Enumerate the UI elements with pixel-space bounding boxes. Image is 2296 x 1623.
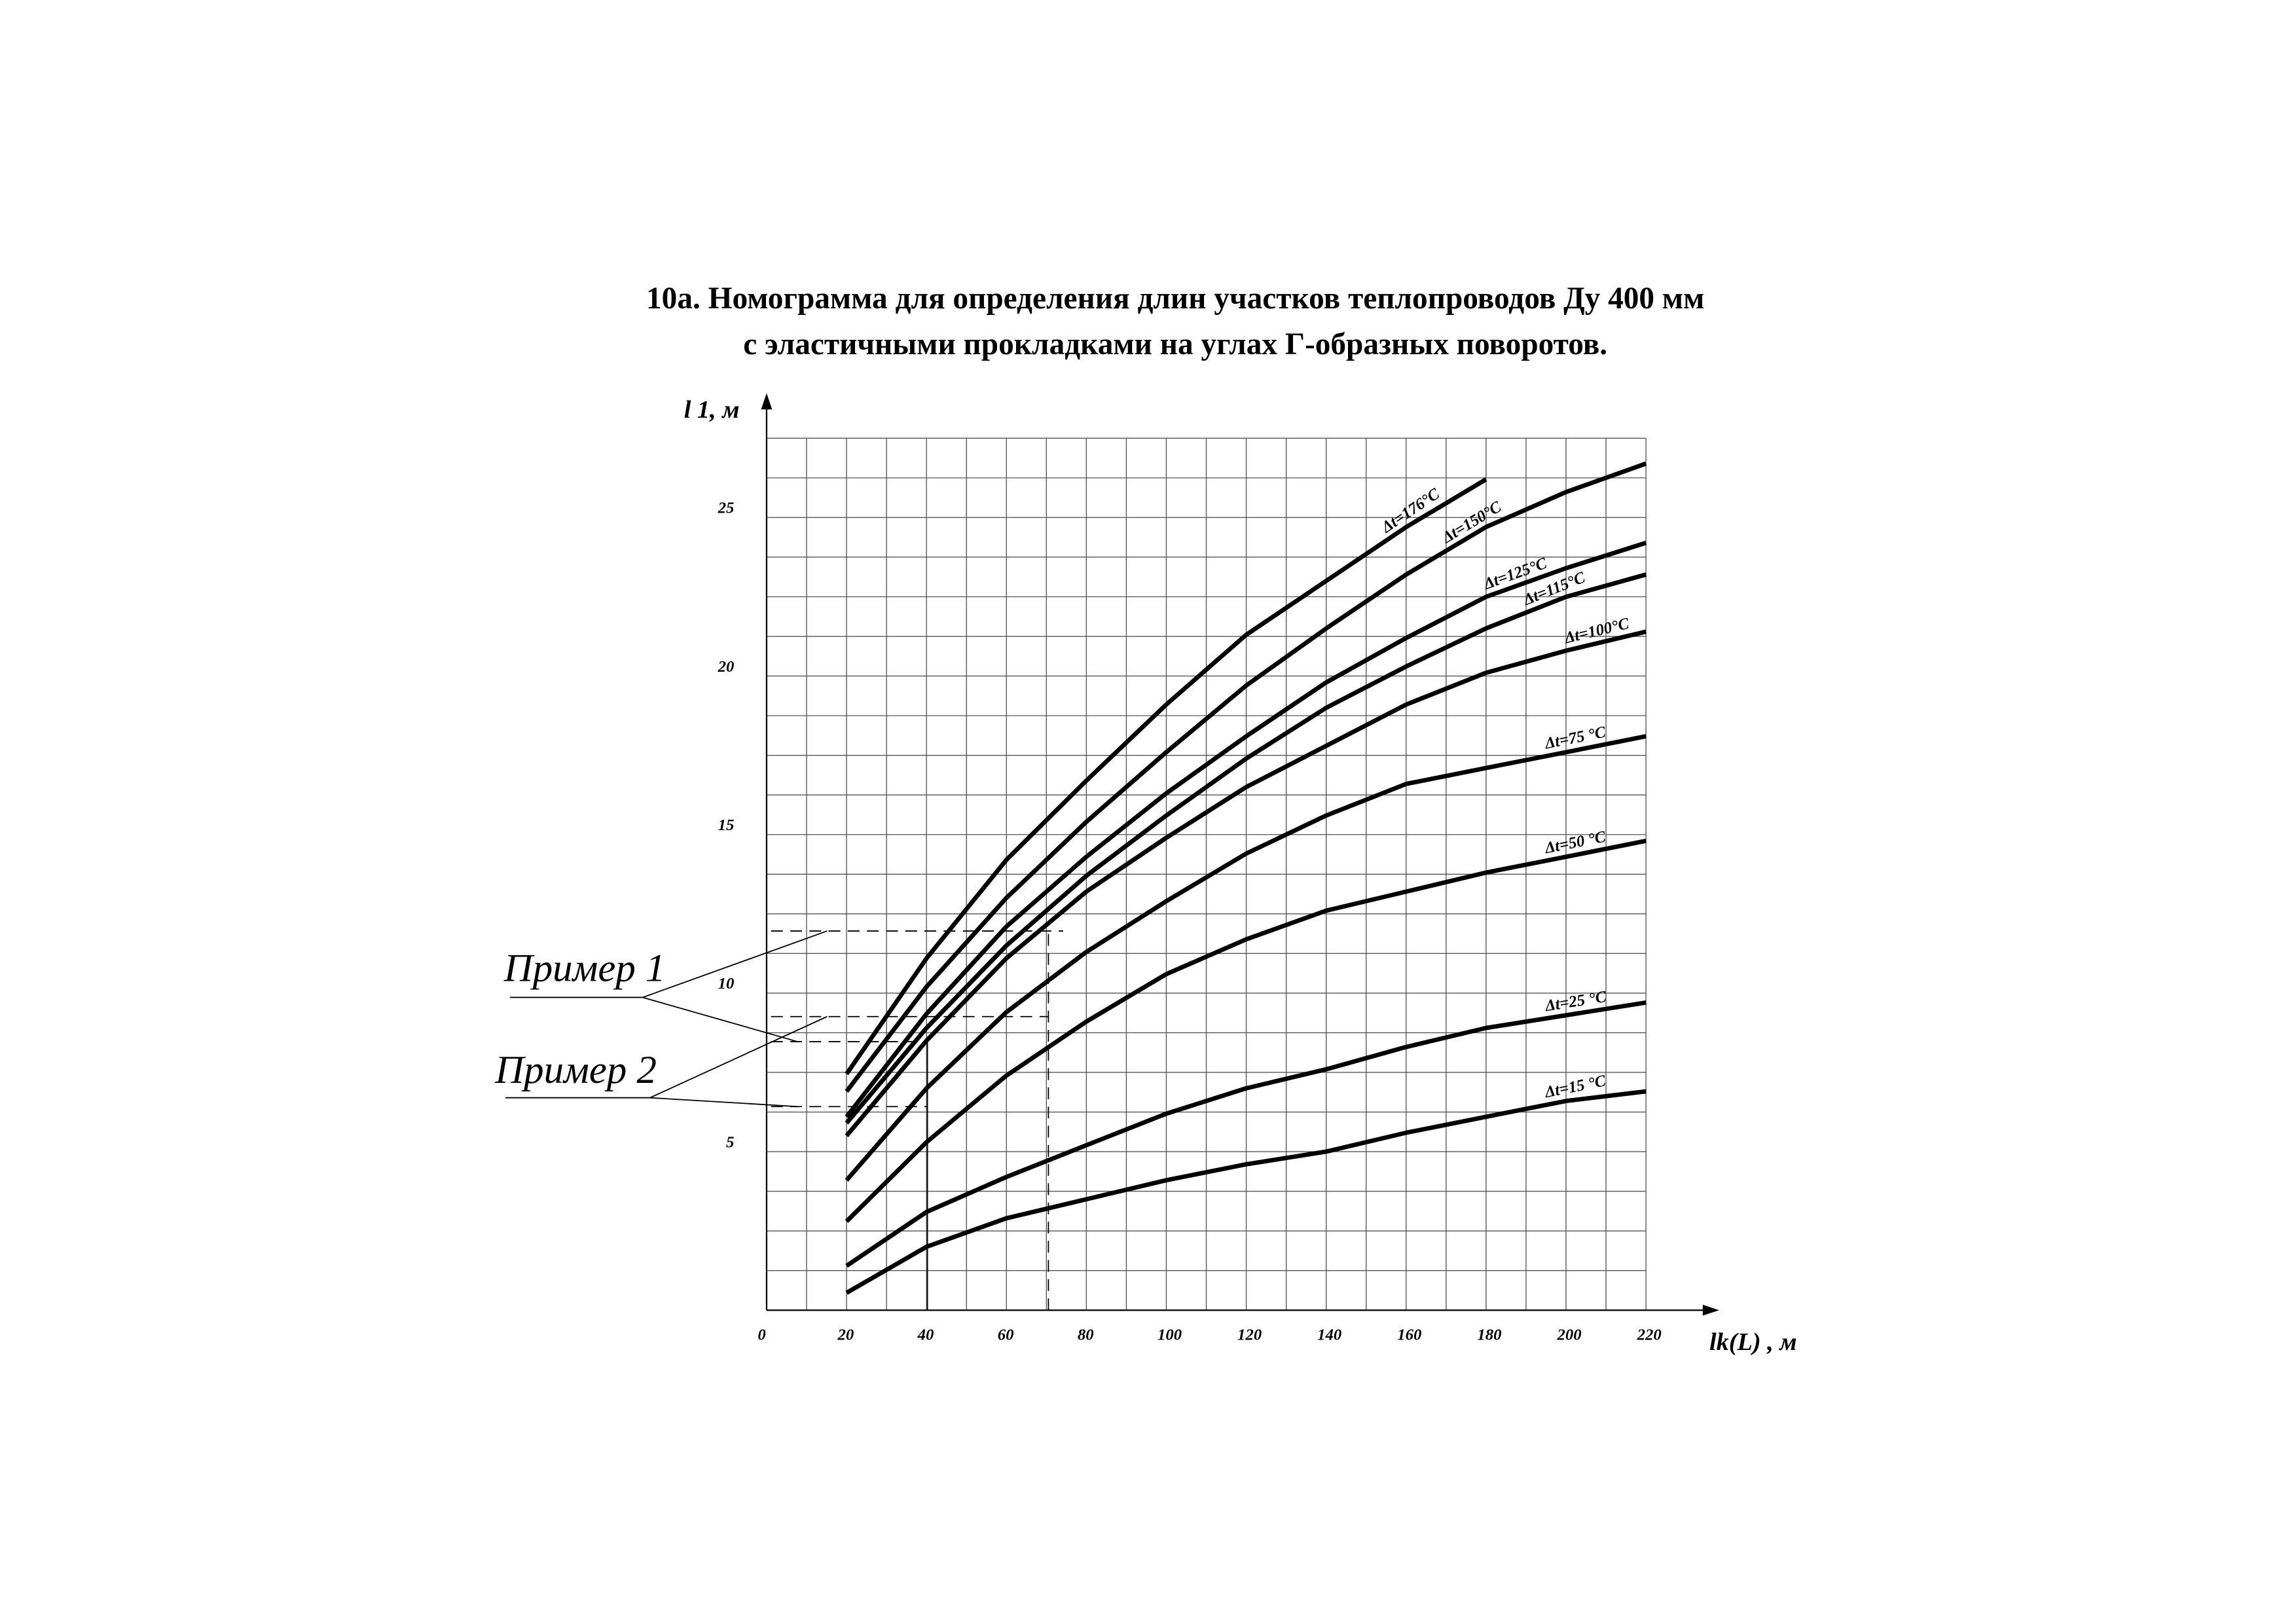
x-axis-label: lk(L) , м	[1709, 1328, 1797, 1356]
x-tick-label: 180	[1477, 1326, 1501, 1343]
x-tick-label: 60	[998, 1326, 1014, 1343]
curve	[845, 1000, 1647, 1268]
curve	[845, 477, 1487, 1076]
x-tick-label: 40	[917, 1326, 934, 1343]
x-tick-label: 120	[1237, 1326, 1262, 1343]
x-tick-label: 160	[1397, 1326, 1421, 1343]
curve	[845, 839, 1647, 1223]
x-tick-label: 200	[1556, 1326, 1581, 1343]
leader-line	[649, 1097, 798, 1108]
curve	[845, 734, 1647, 1182]
y-tick-label: 20	[718, 658, 735, 676]
curve	[845, 540, 1647, 1118]
example-label: Пример 1	[503, 947, 666, 991]
curve	[845, 1089, 1647, 1295]
x-tick-label: 80	[1078, 1326, 1094, 1343]
x-tick-label: 20	[837, 1326, 854, 1343]
curve	[845, 629, 1647, 1138]
chart-title: 10а. Номограмма для определения длин уча…	[646, 282, 1704, 316]
x-tick-label: 140	[1317, 1326, 1341, 1343]
x-tick-label: 0	[757, 1326, 765, 1343]
y-axis-label: l 1, м	[684, 396, 740, 424]
chart-subtitle: с эластичными прокладками на углах Г-обр…	[743, 327, 1607, 361]
example-label: Пример 2	[494, 1048, 657, 1092]
y-tick-label: 5	[726, 1133, 734, 1151]
x-tick-label: 220	[1637, 1326, 1662, 1343]
curve	[845, 572, 1647, 1125]
grid	[766, 437, 1647, 1311]
y-tick-label: 15	[718, 816, 735, 834]
x-tick-label: 100	[1157, 1326, 1182, 1343]
leader-line	[642, 996, 798, 1042]
y-tick-label: 25	[718, 500, 735, 517]
axes	[761, 393, 1719, 1316]
x-arrow	[1702, 1304, 1719, 1316]
y-arrow	[761, 393, 773, 410]
curve	[845, 461, 1647, 1093]
y-tick-label: 10	[718, 975, 735, 993]
